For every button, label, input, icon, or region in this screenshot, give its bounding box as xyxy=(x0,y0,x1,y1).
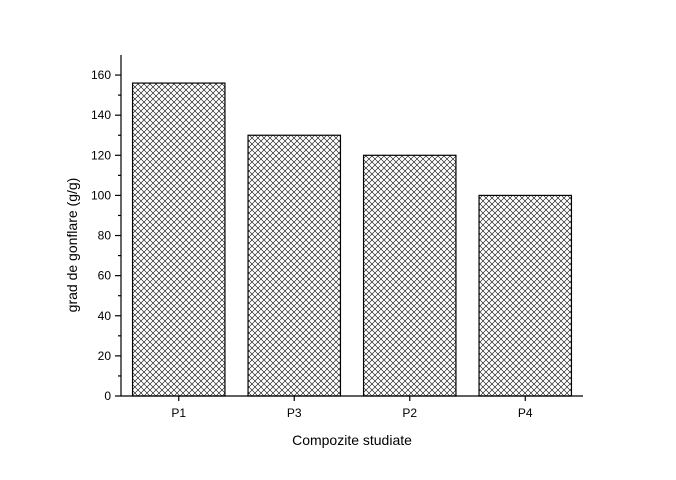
x-ticks: P1 P3 P2 P4 xyxy=(171,396,533,420)
y-tick-label: 0 xyxy=(104,389,111,403)
x-tick-label: P3 xyxy=(287,406,302,420)
y-axis-label: grad de gonflare (g/g) xyxy=(64,178,80,313)
y-tick-label: 120 xyxy=(91,148,111,162)
bars-layer xyxy=(131,82,573,397)
bar-p3 xyxy=(247,134,342,397)
y-tick-label: 160 xyxy=(91,68,111,82)
y-tick-label: 60 xyxy=(98,269,112,283)
y-tick-label: 140 xyxy=(91,108,111,122)
y-ticks: 0 20 40 60 80 100 120 140 160 xyxy=(91,68,121,403)
y-tick-label: 100 xyxy=(91,188,111,202)
x-tick-label: P2 xyxy=(402,406,417,420)
bar-p1 xyxy=(131,82,226,397)
x-tick-label: P1 xyxy=(171,406,186,420)
y-tick-label: 40 xyxy=(98,309,112,323)
y-tick-label: 80 xyxy=(98,229,112,243)
y-tick-label: 20 xyxy=(98,349,112,363)
x-tick-label: P4 xyxy=(518,406,533,420)
bar-p4 xyxy=(478,194,573,397)
x-axis-label: Compozite studiate xyxy=(292,432,412,448)
bar-p2 xyxy=(362,154,457,397)
axes-layer xyxy=(120,55,583,397)
